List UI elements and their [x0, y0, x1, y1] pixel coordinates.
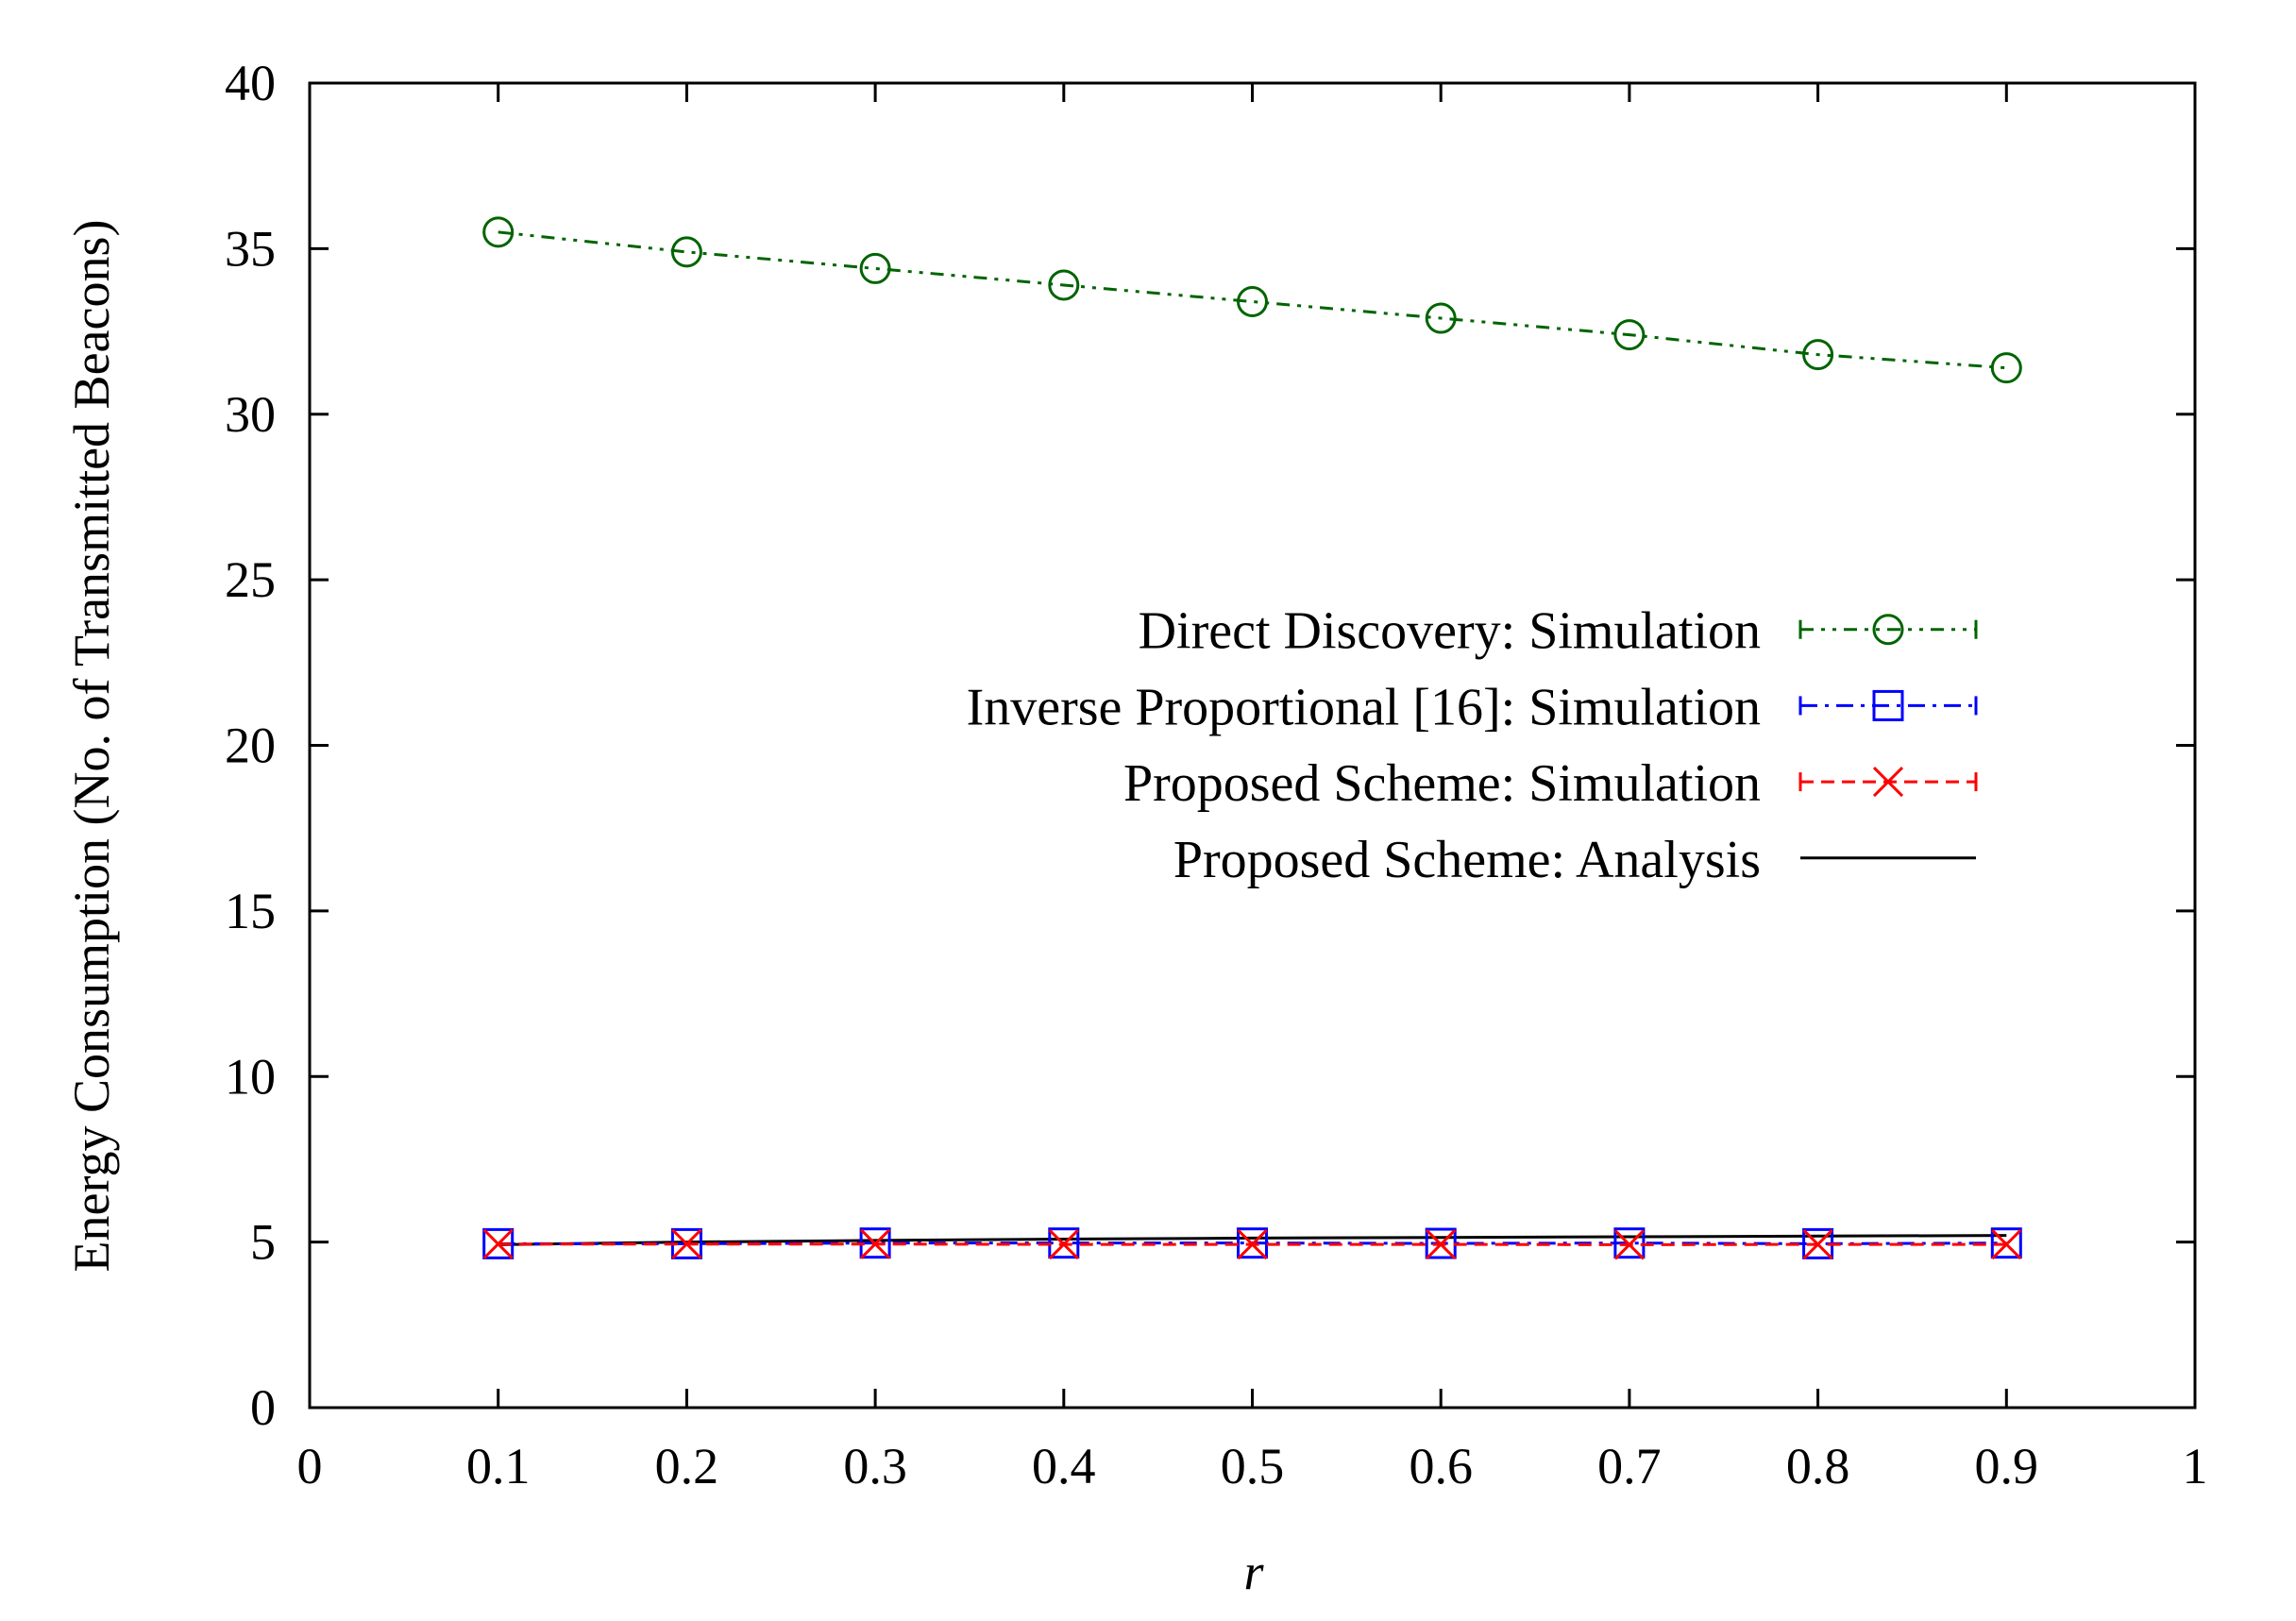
- square-marker: [1613, 1227, 1646, 1259]
- y-tick-label: 15: [225, 883, 276, 939]
- data-point: [860, 1228, 891, 1259]
- data-point: [482, 1227, 515, 1259]
- cross-marker: [1426, 1229, 1457, 1260]
- cross-marker: [1237, 1229, 1268, 1260]
- cross-marker: [1048, 1229, 1079, 1260]
- y-tick-label: 10: [225, 1048, 276, 1105]
- cross-stroke: [671, 1228, 702, 1259]
- data-point: [1237, 1229, 1268, 1260]
- circle-marker: [1613, 319, 1646, 351]
- legend-entry: Direct Discovery: Simulation: [1139, 602, 1978, 661]
- cross-stroke: [1872, 767, 1904, 798]
- x-tick-label: 0.6: [1409, 1438, 1473, 1494]
- data-point: [1802, 1229, 1833, 1260]
- x-tick-label: 0.1: [466, 1438, 531, 1494]
- y-tick-label: 25: [225, 551, 276, 608]
- circle-marker: [1872, 614, 1904, 646]
- cross-stroke: [1426, 1229, 1457, 1260]
- cross-stroke: [1048, 1229, 1079, 1260]
- circle-marker: [670, 236, 702, 268]
- x-tick-label: 0.7: [1597, 1438, 1662, 1494]
- legend-label: Proposed Scheme: Analysis: [1173, 831, 1761, 889]
- data-point: [859, 252, 891, 284]
- square-marker: [482, 1227, 515, 1259]
- data-point: [1237, 285, 1268, 317]
- series-direct-discovery-simulation: [482, 216, 2022, 384]
- x-tick-label: 0.4: [1032, 1438, 1096, 1494]
- circle-marker: [1990, 352, 2022, 384]
- x-tick-label: 0.8: [1786, 1438, 1850, 1494]
- legend-entry: Proposed Scheme: Analysis: [1173, 831, 1976, 889]
- data-point: [1426, 1229, 1457, 1260]
- cross-stroke: [1802, 1229, 1833, 1260]
- circle-marker: [482, 216, 515, 248]
- data-point: [1613, 319, 1646, 351]
- cross-stroke: [1237, 1229, 1268, 1260]
- series-line: [498, 1234, 2007, 1246]
- x-axis-ticks: 0 0.1 0.2 0.3 0.4 0.5 0.6 0.7 0.8 0.9 1: [297, 83, 2208, 1494]
- circle-marker: [1425, 302, 1457, 334]
- cross-marker: [482, 1228, 514, 1259]
- x-tick-label: 0.9: [1975, 1438, 2039, 1494]
- cross-marker: [1991, 1229, 2022, 1260]
- y-axis-ticks: 0 5 10 15 20 25 30 35 40: [225, 55, 2195, 1436]
- cross-stroke: [482, 1228, 514, 1259]
- cross-marker: [860, 1228, 891, 1259]
- cross-stroke: [1613, 1229, 1645, 1260]
- x-tick-label: 1: [2183, 1438, 2208, 1494]
- cross-stroke: [1991, 1229, 2022, 1260]
- cross-marker: [1872, 767, 1904, 798]
- y-tick-label: 35: [225, 220, 276, 277]
- data-point: [1990, 1227, 2022, 1259]
- cross-stroke: [860, 1228, 891, 1259]
- y-axis-title: Energy Consumption (No. of Transmitted B…: [63, 220, 120, 1273]
- square-marker: [1990, 1227, 2022, 1259]
- data-point: [1048, 1229, 1079, 1260]
- data-point: [671, 1228, 702, 1259]
- x-tick-label: 0.2: [655, 1438, 719, 1494]
- data-point: [1613, 1227, 1646, 1259]
- legend: Direct Discovery: Simulation Inverse Prop…: [967, 602, 1978, 889]
- data-point: [1425, 302, 1457, 334]
- square-marker: [1872, 689, 1904, 721]
- series-layer: [482, 216, 2022, 1260]
- legend-entry: Inverse Proportional [16]: Simulation: [967, 678, 1978, 736]
- legend-label: Inverse Proportional [16]: Simulation: [967, 678, 1761, 736]
- x-axis-title: r: [1243, 1544, 1264, 1600]
- data-point: [1991, 1229, 2022, 1260]
- circle-marker: [1802, 339, 1834, 371]
- series-line: [498, 230, 2007, 370]
- series-proposed-scheme-simulation: [482, 1228, 2022, 1260]
- data-point: [1048, 269, 1080, 301]
- cross-marker: [1613, 1229, 1645, 1260]
- y-tick-label: 5: [250, 1214, 276, 1271]
- y-tick-label: 40: [225, 55, 276, 111]
- x-tick-label: 0: [297, 1438, 323, 1494]
- data-point: [1613, 1229, 1645, 1260]
- data-point: [482, 216, 515, 248]
- series-proposed-scheme-analysis: [498, 1234, 2007, 1246]
- cross-marker: [671, 1228, 702, 1259]
- data-point: [1802, 339, 1834, 371]
- x-tick-label: 0.3: [843, 1438, 907, 1494]
- y-tick-label: 30: [225, 386, 276, 443]
- legend-entry: Proposed Scheme: Simulation: [1123, 754, 1978, 813]
- legend-label: Proposed Scheme: Simulation: [1123, 754, 1761, 813]
- y-tick-label: 0: [250, 1379, 276, 1436]
- data-point: [482, 1228, 514, 1259]
- y-tick-label: 20: [225, 718, 276, 774]
- plot-frame: [308, 81, 2197, 1410]
- circle-marker: [859, 252, 891, 284]
- circle-marker: [1048, 269, 1080, 301]
- x-tick-label: 0.5: [1221, 1438, 1285, 1494]
- cross-marker: [1802, 1229, 1833, 1260]
- circle-marker: [1237, 285, 1268, 317]
- data-point: [1990, 352, 2022, 384]
- data-point: [670, 236, 702, 268]
- legend-label: Direct Discovery: Simulation: [1139, 602, 1761, 661]
